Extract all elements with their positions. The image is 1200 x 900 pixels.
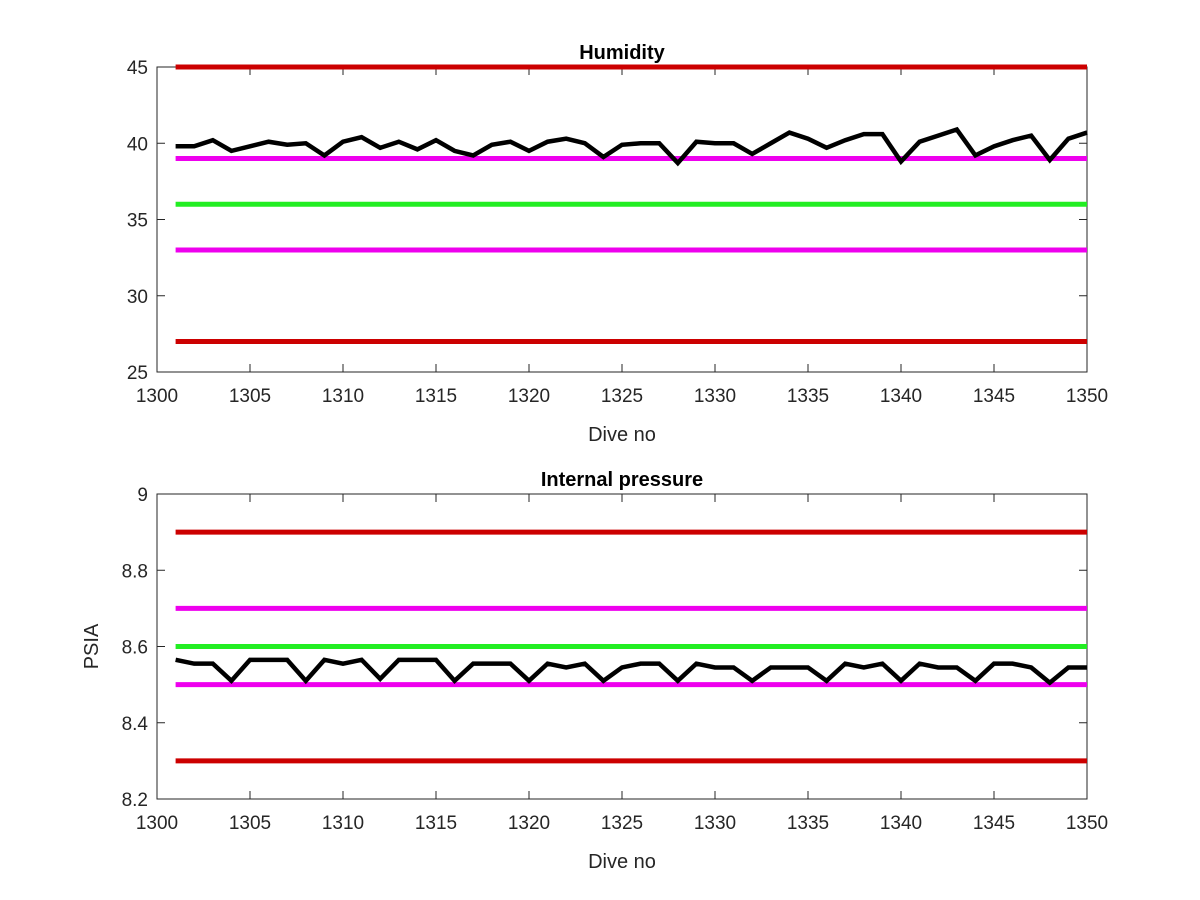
y-tick-label: 45 <box>127 58 148 79</box>
x-tick-label: 1310 <box>322 386 364 407</box>
y-tick-label: 8.2 <box>122 790 148 811</box>
x-tick-label: 1320 <box>508 813 550 834</box>
x-tick-label: 1340 <box>880 386 922 407</box>
y-tick-label: 35 <box>127 211 148 232</box>
x-tick-label: 1300 <box>136 386 178 407</box>
x-tick-label: 1320 <box>508 386 550 407</box>
series-line <box>175 657 1087 686</box>
y-tick-label: 8.6 <box>122 638 148 659</box>
x-tick-label: 1335 <box>787 813 829 834</box>
x-tick-label: 1310 <box>322 813 364 834</box>
x-tick-label: 1325 <box>601 386 643 407</box>
chart-title: Humidity <box>579 42 665 64</box>
x-tick-label: 1340 <box>880 813 922 834</box>
x-tick-label: 1350 <box>1066 386 1108 407</box>
x-tick-label: 1305 <box>229 386 271 407</box>
x-tick-label: 1300 <box>136 813 178 834</box>
y-tick-label: 25 <box>127 363 148 384</box>
chart-panel-2: 1300 1305 1310 1315 1320 1325 1330 1335 1340 1345… <box>81 469 1108 873</box>
y-tick-label: 30 <box>127 287 148 308</box>
chart-title: Internal pressure <box>541 469 703 491</box>
series-line <box>175 126 1088 167</box>
y-axis-label: PSIA <box>81 623 103 669</box>
x-axis-label: Dive no <box>588 851 656 873</box>
y-tick-label: 9 <box>137 485 148 506</box>
y-tick-label: 40 <box>127 134 148 155</box>
plot-area-1 <box>156 66 1088 373</box>
x-tick-label: 1335 <box>787 386 829 407</box>
x-tick-label: 1315 <box>415 386 457 407</box>
x-tick-label: 1345 <box>973 386 1015 407</box>
x-tick-label: 1345 <box>973 813 1015 834</box>
chart-panel-1: 1300 1305 1310 1315 1320 1325 1330 1335 1340 1345… <box>127 42 1108 446</box>
y-tick-label: 8.4 <box>122 714 149 735</box>
x-axis-label: Dive no <box>588 424 656 446</box>
x-tick-label: 1350 <box>1066 813 1108 834</box>
y-tick-label: 8.8 <box>122 561 148 582</box>
x-tick-label: 1315 <box>415 813 457 834</box>
x-tick-label: 1305 <box>229 813 271 834</box>
x-tick-label: 1330 <box>694 386 736 407</box>
x-tick-label: 1325 <box>601 813 643 834</box>
x-tick-label: 1330 <box>694 813 736 834</box>
